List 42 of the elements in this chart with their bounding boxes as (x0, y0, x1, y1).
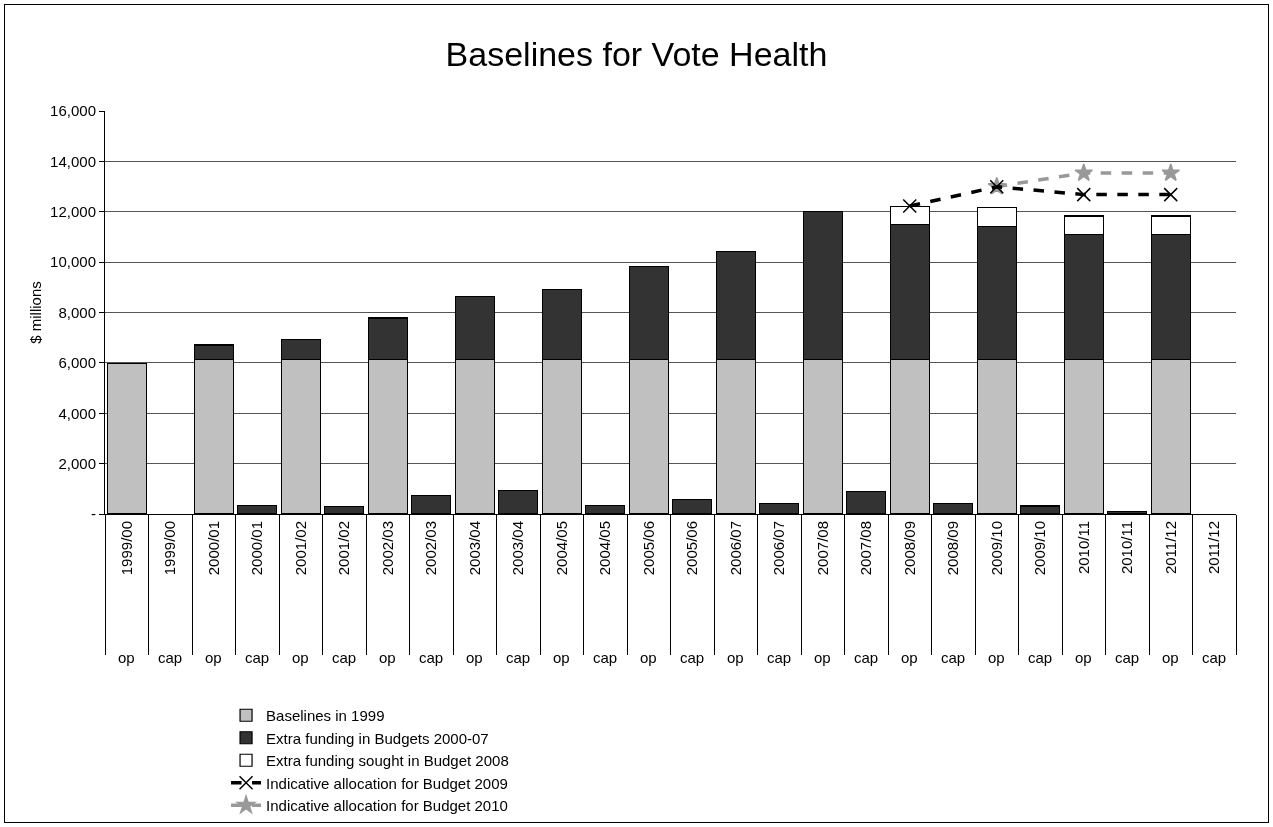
category-label: 2008/09 op (900, 521, 918, 666)
category-label: 2001/02 op (291, 521, 309, 666)
category-label: 2006/07 cap (767, 521, 792, 666)
category-label: 2010/11 cap (1115, 521, 1140, 666)
category-label: 2010/11 op (1074, 521, 1092, 666)
category-label: 2011/12 op (1161, 521, 1179, 666)
category-label: 2005/06 cap (680, 521, 705, 666)
y-tick-label: 6,000 (58, 354, 96, 372)
category-label: 2000/01 cap (245, 521, 270, 666)
category-label: 2007/08 op (813, 521, 831, 666)
y-tick-label: 10,000 (50, 253, 96, 271)
y-tick-label: 4,000 (58, 404, 96, 422)
category-label: 2004/05 op (552, 521, 570, 666)
y-tick-label: 14,000 (50, 152, 96, 170)
category-label: 1999/00 cap (158, 521, 183, 666)
y-tick-label: - (91, 505, 96, 523)
legend-label: Indicative allocation for Budget 2009 (266, 774, 508, 792)
category-label: 2008/09 cap (941, 521, 966, 666)
category-label: 2002/03 op (378, 521, 396, 666)
category-label: 2005/06 op (639, 521, 657, 666)
legend-label: Extra funding in Budgets 2000-07 (266, 729, 489, 747)
category-label: 2006/07 op (726, 521, 744, 666)
y-axis-title: $ millions (27, 281, 45, 344)
category-label: 2003/04 cap (506, 521, 531, 666)
y-tick-label: 12,000 (50, 203, 96, 220)
category-label: 2004/05 cap (593, 521, 618, 666)
category-label: 2009/10 op (987, 521, 1005, 666)
category-label: 2009/10 cap (1028, 521, 1053, 666)
category-label: 2001/02 cap (332, 521, 357, 666)
legend-label: Indicative allocation for Budget 2010 (266, 797, 508, 815)
category-label: 2002/03 cap (419, 521, 444, 666)
legend-label: Extra funding sought in Budget 2008 (266, 752, 509, 770)
category-label: 1999/00 op (117, 521, 135, 666)
category-label: 2007/08 cap (854, 521, 879, 666)
y-tick-label: 16,000 (50, 102, 96, 120)
y-tick-label: 2,000 (58, 454, 96, 472)
category-label: 2011/12 cap (1202, 521, 1227, 666)
chart-title: Baselines for Vote Health (445, 34, 828, 73)
y-tick-label: 8,000 (58, 303, 96, 321)
category-label: 2000/01 op (204, 521, 222, 666)
category-label: 2003/04 op (465, 521, 483, 666)
legend-label: Baselines in 1999 (266, 707, 385, 725)
